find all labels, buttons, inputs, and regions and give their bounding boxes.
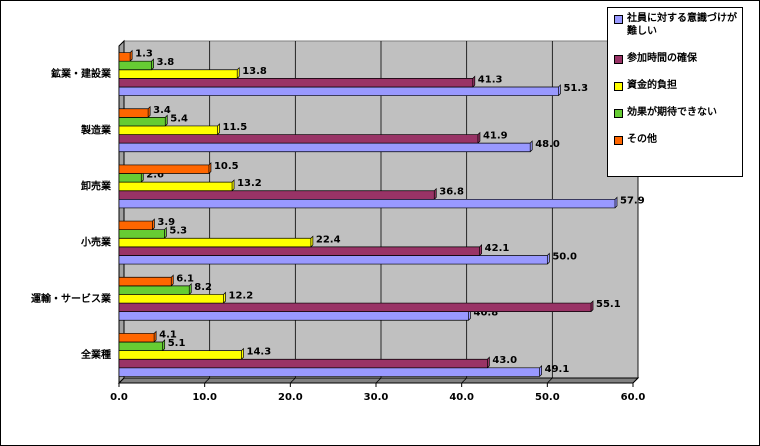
data-label: 42.1 <box>485 243 510 254</box>
data-label: 4.1 <box>159 329 177 340</box>
x-tick-label: 10.0 <box>192 392 217 403</box>
legend-label: 効果が期待できない <box>627 107 717 118</box>
grid-line <box>118 41 125 384</box>
legend-item: 効果が期待できない <box>612 106 738 119</box>
data-label: 41.9 <box>483 131 508 142</box>
bar <box>118 252 550 265</box>
data-label: 3.4 <box>153 105 171 116</box>
bar <box>118 218 155 231</box>
data-label: 13.2 <box>237 178 262 189</box>
data-label: 3.8 <box>157 57 175 68</box>
data-label: 8.2 <box>194 282 212 293</box>
data-label: 6.1 <box>176 273 194 284</box>
legend-item: その他 <box>612 133 738 146</box>
grid-line <box>547 41 553 384</box>
bar <box>118 131 481 144</box>
data-label: 43.0 <box>492 355 517 366</box>
data-label: 12.2 <box>229 290 254 301</box>
bar <box>118 274 174 287</box>
data-label: 5.4 <box>170 113 188 124</box>
legend-swatch <box>614 136 623 145</box>
legend-item: 資金的負担 <box>612 79 738 92</box>
bar <box>118 244 483 256</box>
data-label: 14.3 <box>247 347 272 358</box>
bar <box>118 339 166 351</box>
data-label: 5.3 <box>169 226 187 237</box>
grid-line <box>204 41 211 384</box>
bar <box>118 123 220 135</box>
data-label: 5.1 <box>168 338 186 349</box>
bar <box>118 196 618 209</box>
legend-swatch <box>614 82 623 91</box>
legend-swatch <box>614 109 623 118</box>
bar <box>118 330 157 343</box>
y-tick-label: 鉱業・建設業 <box>51 67 112 80</box>
data-label: 36.8 <box>439 187 464 198</box>
data-label: 3.9 <box>157 217 175 228</box>
bar <box>118 162 212 174</box>
data-label: 22.4 <box>316 234 341 245</box>
y-tick-label: 運輸・サービス業 <box>31 292 112 305</box>
grid-line <box>290 41 296 384</box>
grid-line <box>375 41 382 384</box>
data-label: 11.5 <box>223 122 248 133</box>
data-label: 55.1 <box>596 299 621 310</box>
data-label: 13.8 <box>242 66 267 77</box>
legend-label: その他 <box>627 134 657 145</box>
legend-label: 社員に対する意識づけが難しい <box>627 13 737 37</box>
x-tick-label: 0.0 <box>110 392 128 403</box>
bar <box>118 187 437 200</box>
legend-label: 参加時間の確保 <box>627 53 697 64</box>
data-label: 57.9 <box>620 195 645 206</box>
x-tick-label: 60.0 <box>621 392 646 403</box>
bar <box>118 179 235 192</box>
data-label: 48.0 <box>535 139 560 150</box>
bar <box>118 235 314 248</box>
legend-swatch <box>614 15 623 24</box>
y-tick-label: 卸売業 <box>81 179 112 192</box>
legend-swatch <box>614 55 623 64</box>
x-tick-label: 30.0 <box>364 392 389 403</box>
bar <box>118 49 133 62</box>
legend-item: 社員に対する意識づけが難しい <box>612 12 738 38</box>
data-label: 51.3 <box>563 83 588 94</box>
legend-item: 参加時間の確保 <box>612 52 738 65</box>
x-tick-label: 50.0 <box>535 392 560 403</box>
bar <box>118 347 244 360</box>
data-label: 1.3 <box>135 49 153 60</box>
bar <box>118 356 490 369</box>
legend: 社員に対する意識づけが難しい参加時間の確保 資金的負担効果が期待できない その他 <box>607 7 743 177</box>
data-label: 41.3 <box>478 74 503 85</box>
bar <box>118 105 151 118</box>
bar <box>118 300 594 312</box>
legend-label: 資金的負担 <box>627 80 677 91</box>
bar <box>118 308 471 321</box>
data-label: 50.0 <box>552 251 577 262</box>
bar <box>118 114 168 127</box>
bar <box>118 75 476 88</box>
y-tick-label: 製造業 <box>80 123 112 136</box>
bar <box>118 58 154 71</box>
data-label: 10.5 <box>214 161 239 172</box>
x-tick-label: 20.0 <box>278 392 303 403</box>
y-tick-label: 小売業 <box>80 236 112 249</box>
x-tick-label: 40.0 <box>449 392 474 403</box>
data-label: 40.8 <box>474 308 499 319</box>
data-label: 2.6 <box>146 170 164 181</box>
data-label: 49.1 <box>545 364 570 375</box>
bar <box>118 66 240 79</box>
grid-line <box>461 41 468 384</box>
y-tick-label: 全業種 <box>80 348 111 361</box>
